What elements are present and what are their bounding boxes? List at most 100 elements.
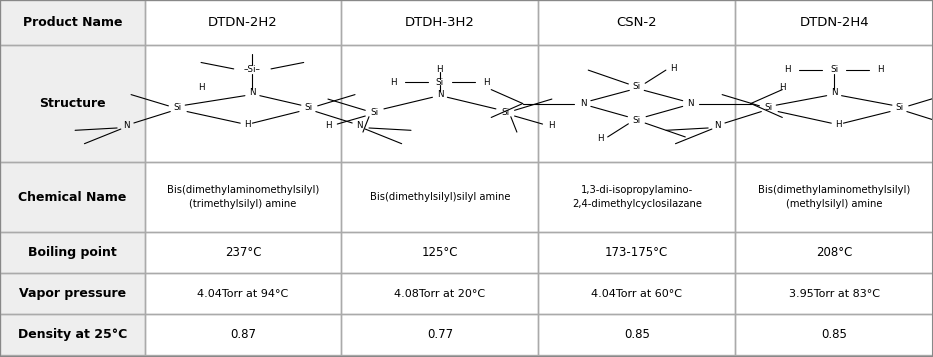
- Bar: [341, 232, 538, 273]
- Text: 3.95Torr at 83°C: 3.95Torr at 83°C: [788, 288, 880, 299]
- Bar: [145, 232, 341, 273]
- Bar: [538, 314, 735, 355]
- Bar: [538, 273, 735, 314]
- Bar: [0, 162, 145, 232]
- Bar: [735, 273, 933, 314]
- Text: 0.85: 0.85: [821, 328, 847, 341]
- Bar: [735, 314, 933, 355]
- Text: Si: Si: [830, 65, 838, 74]
- Text: DTDN-2H4: DTDN-2H4: [800, 16, 869, 29]
- Bar: [538, 162, 735, 232]
- Bar: [145, 314, 341, 355]
- Bar: [735, 45, 933, 162]
- Bar: [0, 314, 145, 355]
- Text: H: H: [325, 121, 331, 130]
- Bar: [341, 314, 538, 355]
- Text: N: N: [249, 88, 256, 97]
- Text: 0.87: 0.87: [230, 328, 256, 341]
- Text: 4.08Torr at 20°C: 4.08Torr at 20°C: [395, 288, 485, 299]
- Bar: [0, 45, 145, 162]
- Bar: [145, 162, 341, 232]
- Bar: [0, 273, 145, 314]
- Bar: [341, 45, 538, 162]
- Text: Product Name: Product Name: [22, 16, 122, 29]
- Text: N: N: [580, 99, 587, 108]
- Text: Bis(dimethylaminomethylsilyl)
(methylsilyl) amine: Bis(dimethylaminomethylsilyl) (methylsil…: [758, 185, 911, 209]
- Text: Si: Si: [370, 108, 379, 117]
- Bar: [145, 45, 341, 162]
- Text: Bis(dimethylsilyl)silyl amine: Bis(dimethylsilyl)silyl amine: [369, 192, 510, 202]
- Bar: [341, 45, 538, 162]
- Bar: [145, 314, 341, 355]
- Text: N: N: [437, 90, 443, 99]
- Text: 237°C: 237°C: [225, 246, 261, 259]
- Text: 1,3-di-isopropylamino-
2,4-dimethylcyclosilazane: 1,3-di-isopropylamino- 2,4-dimethylcyclo…: [572, 185, 702, 209]
- Bar: [735, 273, 933, 314]
- Bar: [538, 45, 735, 162]
- Text: CSN-2: CSN-2: [617, 16, 657, 29]
- Text: 4.04Torr at 60°C: 4.04Torr at 60°C: [592, 288, 682, 299]
- Bar: [341, 162, 538, 232]
- Text: Si: Si: [633, 82, 641, 91]
- Bar: [341, 232, 538, 273]
- Text: DTDN-2H2: DTDN-2H2: [208, 16, 278, 29]
- Bar: [0, 45, 145, 162]
- Bar: [735, 0, 933, 45]
- Bar: [145, 45, 341, 162]
- Text: N: N: [831, 88, 837, 97]
- Bar: [145, 232, 341, 273]
- Bar: [735, 162, 933, 232]
- Text: 208°C: 208°C: [816, 246, 852, 259]
- Bar: [538, 0, 735, 45]
- Text: Si: Si: [501, 108, 509, 117]
- Text: DTDH-3H2: DTDH-3H2: [405, 16, 475, 29]
- Bar: [538, 162, 735, 232]
- Bar: [538, 0, 735, 45]
- Text: 4.04Torr at 94°C: 4.04Torr at 94°C: [198, 288, 288, 299]
- Text: H: H: [390, 77, 397, 87]
- Text: 125°C: 125°C: [422, 246, 458, 259]
- Bar: [735, 45, 933, 162]
- Text: H: H: [597, 134, 604, 143]
- Text: N: N: [356, 121, 363, 130]
- Bar: [341, 0, 538, 45]
- Bar: [0, 232, 145, 273]
- Bar: [0, 314, 145, 355]
- Bar: [538, 232, 735, 273]
- Text: H: H: [784, 65, 791, 74]
- Text: H: H: [483, 77, 490, 87]
- Bar: [145, 0, 341, 45]
- Text: Si: Si: [896, 104, 903, 112]
- Bar: [341, 0, 538, 45]
- Text: Si: Si: [436, 77, 444, 87]
- Text: Si: Si: [633, 116, 641, 125]
- Bar: [735, 232, 933, 273]
- Bar: [341, 273, 538, 314]
- Text: N: N: [123, 121, 130, 130]
- Text: H: H: [670, 64, 676, 73]
- Text: Boiling point: Boiling point: [28, 246, 117, 259]
- Text: Vapor pressure: Vapor pressure: [19, 287, 126, 300]
- Text: 0.77: 0.77: [426, 328, 453, 341]
- Bar: [735, 0, 933, 45]
- Bar: [735, 162, 933, 232]
- Text: H: H: [437, 65, 443, 74]
- Bar: [0, 273, 145, 314]
- Text: Si: Si: [174, 104, 182, 112]
- Bar: [145, 273, 341, 314]
- Text: Si: Si: [304, 104, 313, 112]
- Text: Chemical Name: Chemical Name: [18, 191, 127, 204]
- Bar: [538, 45, 735, 162]
- Bar: [538, 314, 735, 355]
- Text: H: H: [244, 120, 251, 130]
- Text: H: H: [549, 121, 555, 130]
- Text: H: H: [779, 83, 787, 92]
- Bar: [145, 273, 341, 314]
- Bar: [341, 314, 538, 355]
- Text: N: N: [715, 121, 720, 130]
- Bar: [145, 162, 341, 232]
- Text: Density at 25°C: Density at 25°C: [18, 328, 127, 341]
- Text: –Si–: –Si–: [244, 65, 261, 74]
- Text: Si: Si: [765, 104, 773, 112]
- Bar: [0, 0, 145, 45]
